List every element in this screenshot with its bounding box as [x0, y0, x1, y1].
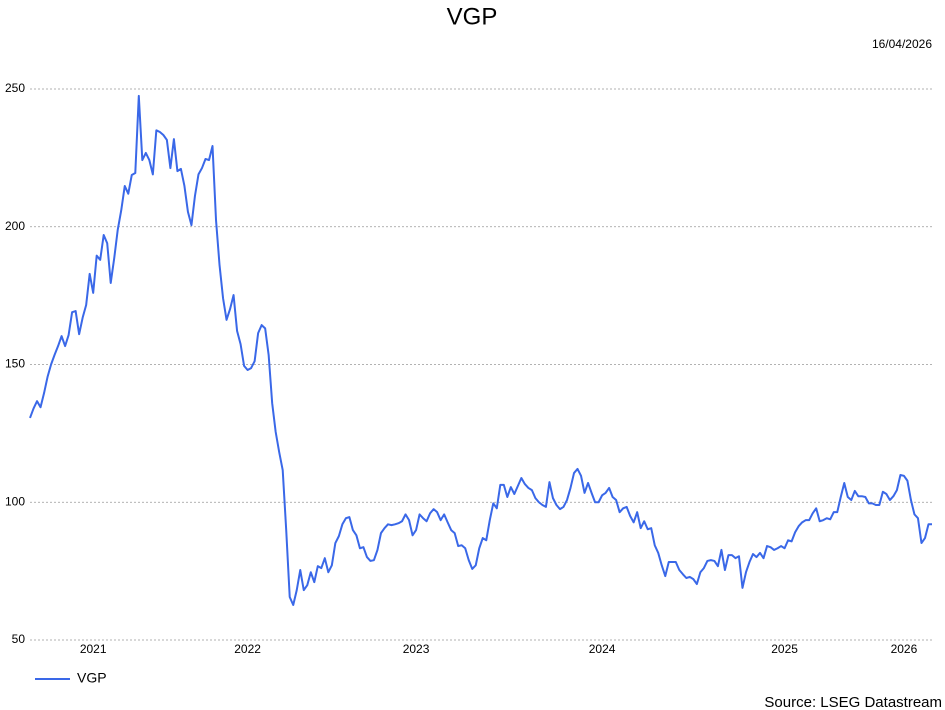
source: Source: LSEG Datastream: [764, 694, 942, 710]
y-tick-label: 250: [5, 81, 25, 95]
y-tick-label: 50: [12, 632, 26, 646]
x-tick-label: 2025: [771, 642, 798, 656]
x-tick-label: 2023: [403, 642, 430, 656]
x-tick-label: 2026: [891, 642, 918, 656]
y-tick-label: 100: [5, 494, 25, 508]
line: [29, 94, 932, 607]
y-tick-label: 150: [5, 357, 25, 371]
y-tick-label: 200: [5, 219, 25, 233]
chart-title: VGP: [447, 3, 498, 30]
x-tick-label: 2024: [589, 642, 616, 656]
date: 16/04/2026: [872, 37, 932, 51]
x-tick-label: 2022: [234, 642, 261, 656]
legend-label: VGP: [77, 670, 107, 686]
x-tick-label: 2021: [80, 642, 107, 656]
